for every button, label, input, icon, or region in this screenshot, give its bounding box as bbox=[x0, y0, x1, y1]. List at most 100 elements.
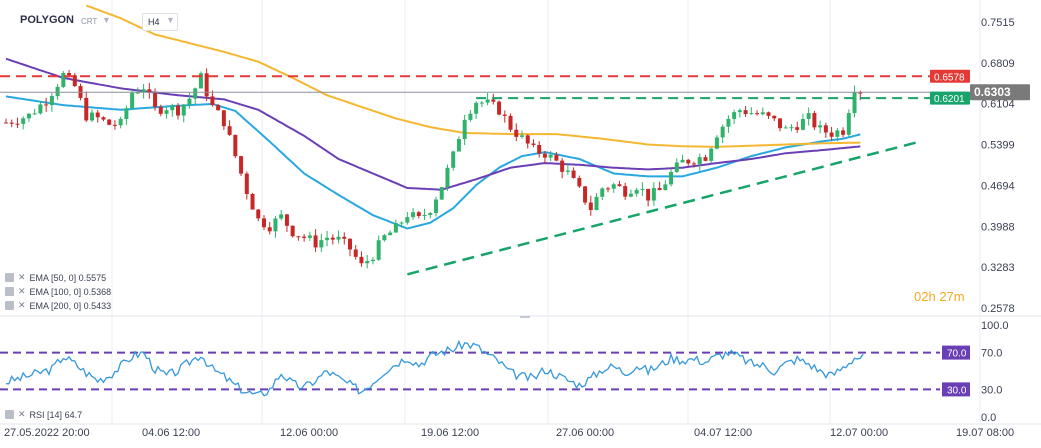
candle-body bbox=[468, 113, 473, 120]
candle-body bbox=[674, 162, 679, 172]
candle-body bbox=[760, 112, 765, 115]
candle-body bbox=[640, 188, 645, 190]
indicator-settings-icon[interactable] bbox=[5, 273, 14, 282]
rsi-axis-tick: 100.0 bbox=[981, 320, 1009, 332]
candle-body bbox=[32, 113, 37, 115]
candle-body bbox=[772, 115, 777, 119]
close-icon[interactable]: ✕ bbox=[18, 409, 26, 419]
chevron-down-icon[interactable]: ▼ bbox=[102, 15, 111, 25]
candle-body bbox=[806, 113, 811, 120]
timeframe-label[interactable]: H4 bbox=[148, 17, 160, 27]
candle-body bbox=[720, 126, 725, 138]
candle-body bbox=[479, 102, 484, 104]
candle-body bbox=[789, 127, 794, 129]
timeframe-select[interactable] bbox=[142, 13, 178, 31]
candle-body bbox=[726, 118, 731, 127]
candle-body bbox=[634, 189, 639, 194]
candle-body bbox=[766, 112, 771, 116]
ema-50-label: EMA [50, 0] 0.5575 bbox=[29, 272, 107, 283]
candle-body bbox=[548, 154, 553, 158]
price-axis-tick: 0.4694 bbox=[981, 180, 1015, 192]
indicator-settings-icon[interactable] bbox=[5, 410, 14, 419]
candle-body bbox=[577, 177, 582, 187]
candle-body bbox=[227, 126, 232, 135]
price-axis-tick: 0.6104 bbox=[981, 99, 1015, 111]
price-axis-tick: 0.3283 bbox=[981, 262, 1015, 274]
candle-body bbox=[755, 113, 760, 115]
candle-body bbox=[491, 99, 496, 102]
ema50-line bbox=[5, 95, 861, 230]
indicator-settings-icon[interactable] bbox=[5, 287, 14, 296]
candle-body bbox=[296, 236, 301, 238]
symbol-label[interactable]: POLYGON bbox=[20, 14, 74, 26]
candle-body bbox=[737, 110, 742, 113]
candle-body bbox=[221, 110, 226, 127]
candle-body bbox=[732, 112, 737, 119]
candle-body bbox=[210, 96, 215, 106]
candle-body bbox=[434, 199, 438, 214]
price-badge-current bbox=[970, 84, 1030, 101]
candle-body bbox=[95, 112, 100, 118]
candle-body bbox=[411, 212, 416, 218]
candle-body bbox=[262, 218, 266, 228]
candle-body bbox=[38, 104, 43, 114]
candle-body bbox=[256, 209, 261, 219]
candle-body bbox=[800, 119, 805, 130]
time-axis-label: 27.06 00:00 bbox=[556, 427, 614, 439]
candle-body bbox=[233, 134, 238, 157]
candle-body bbox=[353, 249, 358, 257]
candle-body bbox=[428, 213, 433, 215]
candle-body bbox=[101, 117, 106, 120]
rsi-axis-tick: 0.0 bbox=[981, 412, 996, 424]
candle-body bbox=[571, 170, 576, 178]
candle-body bbox=[583, 186, 588, 203]
candle-body bbox=[319, 240, 324, 248]
candle-body bbox=[525, 135, 530, 144]
price-badge-support bbox=[930, 91, 970, 105]
price-axis-tick: 0.6809 bbox=[981, 58, 1015, 70]
close-icon[interactable]: ✕ bbox=[18, 272, 26, 282]
candle-body bbox=[313, 235, 318, 248]
ema-50-legend[interactable]: ✕ EMA [50, 0] 0.5575 bbox=[5, 272, 106, 283]
candle-body bbox=[778, 118, 782, 129]
pane-resize-handle bbox=[520, 316, 530, 318]
ema-200-legend[interactable]: ✕ EMA [200, 0] 0.5433 bbox=[5, 300, 111, 311]
rsi-line bbox=[5, 339, 864, 397]
timer-h: h bbox=[928, 289, 936, 304]
candle-body bbox=[508, 115, 513, 130]
close-icon[interactable]: ✕ bbox=[18, 300, 26, 310]
candle-body bbox=[669, 171, 674, 185]
candle-body bbox=[617, 184, 622, 187]
candle-body bbox=[9, 122, 14, 124]
timer-minutes: 27 bbox=[939, 289, 954, 304]
candle-body bbox=[284, 214, 289, 226]
chevron-down-icon[interactable]: ▼ bbox=[166, 15, 175, 25]
candle-body bbox=[841, 130, 846, 135]
candle-body bbox=[749, 113, 754, 115]
candle-body bbox=[325, 237, 330, 241]
candle-body bbox=[107, 119, 112, 125]
candle-body bbox=[44, 104, 49, 106]
candle-body bbox=[26, 113, 31, 119]
candle-body bbox=[600, 188, 605, 197]
rsi-legend[interactable]: ✕ RSI [14] 64.7 bbox=[5, 409, 82, 420]
timer-m: m bbox=[953, 289, 965, 304]
candle-body bbox=[49, 96, 54, 106]
candle-body bbox=[187, 98, 192, 105]
indicator-settings-icon[interactable] bbox=[5, 301, 14, 310]
candle-body bbox=[141, 89, 146, 93]
candle-body bbox=[554, 154, 559, 161]
close-icon[interactable]: ✕ bbox=[18, 286, 26, 296]
candle-body bbox=[663, 184, 668, 191]
ema-100-legend[interactable]: ✕ EMA [100, 0] 0.5368 bbox=[5, 286, 111, 297]
candle-body bbox=[714, 137, 719, 149]
candle-body bbox=[176, 105, 180, 116]
candle-body bbox=[606, 188, 610, 190]
price-axis-tick: 0.7515 bbox=[981, 17, 1015, 29]
candle-body bbox=[84, 97, 89, 121]
candle-body bbox=[416, 212, 421, 217]
rsi-level-label: 30.0 bbox=[947, 385, 967, 396]
candle-body bbox=[439, 187, 444, 200]
candle-body bbox=[198, 73, 203, 89]
